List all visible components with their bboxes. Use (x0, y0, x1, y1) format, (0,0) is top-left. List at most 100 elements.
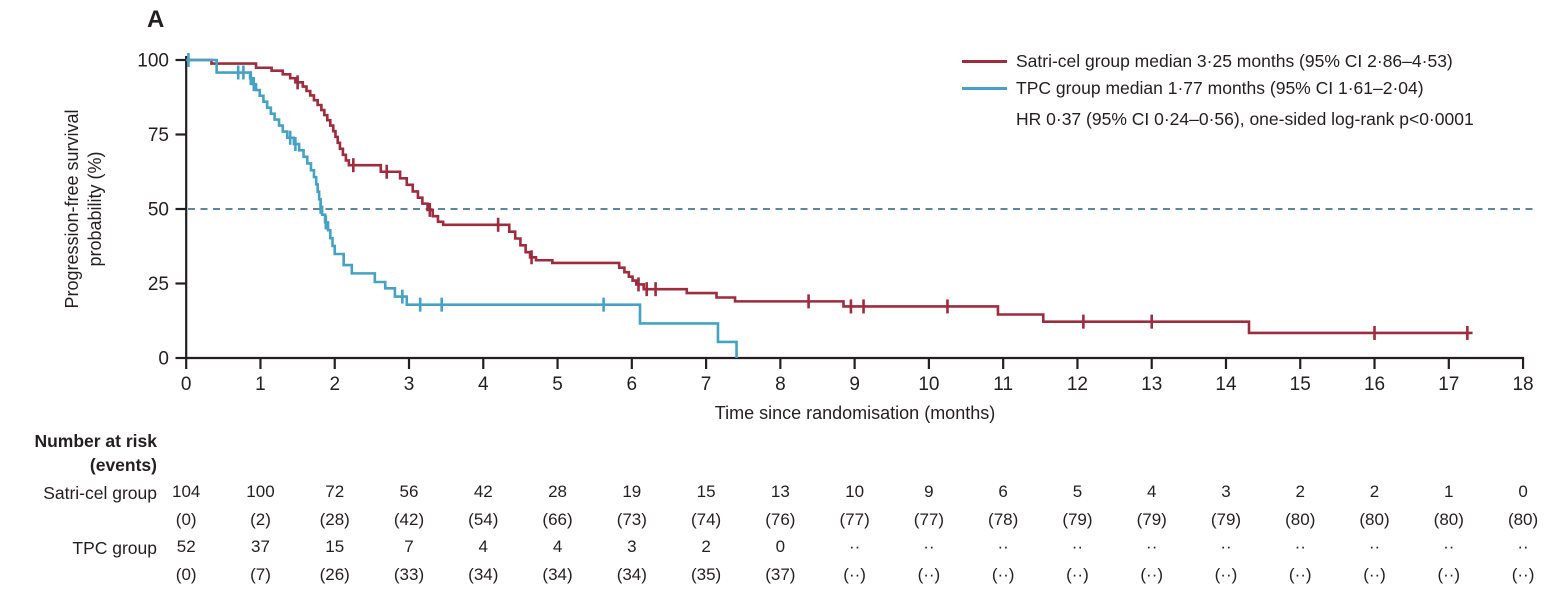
risk-table-header: Number at risk (events) (0, 429, 157, 477)
y-tick-label: 50 (148, 200, 169, 221)
risk-cell-events: (66) (542, 510, 572, 529)
satri-cel-line-swatch-icon (962, 60, 1007, 63)
risk-cell-n: ·· (1443, 537, 1454, 556)
x-tick-label: 14 (1215, 374, 1237, 395)
x-tick-label: 0 (181, 374, 192, 395)
risk-cell-events: (34) (468, 565, 498, 584)
risk-cell-events: (0) (176, 565, 197, 584)
risk-cell-events: (··) (1512, 565, 1535, 584)
risk-cell-n: 4 (1147, 482, 1156, 501)
risk-cell-n: 100 (246, 482, 274, 501)
risk-cell-n: 3 (627, 537, 636, 556)
risk-row-label-tpc: TPC group (72, 538, 157, 558)
x-tick-label: 15 (1290, 374, 1311, 395)
risk-cell-n: 3 (1221, 482, 1230, 501)
risk-cell-n: ·· (1517, 537, 1528, 556)
risk-cell-events: (77) (840, 510, 870, 529)
x-tick-label: 6 (627, 374, 638, 395)
legend-item-tpc: TPC group median 1·77 months (95% CI 1·6… (962, 75, 1474, 102)
risk-cell-events: (73) (617, 510, 647, 529)
legend-label-tpc: TPC group median 1·77 months (95% CI 1·6… (1016, 78, 1424, 98)
risk-cell-n: 6 (998, 482, 1007, 501)
km-curve-tpc-group (186, 58, 738, 358)
risk-cell-events: (78) (988, 510, 1018, 529)
y-axis-title: Progression-free survival probability (%… (61, 39, 111, 379)
risk-cell-events: (34) (542, 565, 572, 584)
y-tick-label: 25 (148, 274, 169, 295)
risk-table-header-line1: Number at risk (34, 431, 157, 451)
risk-cell-events: (37) (765, 565, 795, 584)
risk-cell-n: 15 (697, 482, 716, 501)
risk-cell-events: (80) (1359, 510, 1389, 529)
risk-cell-events: (54) (468, 510, 498, 529)
risk-cell-events: (80) (1285, 510, 1315, 529)
risk-cell-n: 56 (400, 482, 419, 501)
risk-cell-n: 0 (1518, 482, 1527, 501)
x-tick-label: 9 (849, 374, 860, 395)
risk-cell-events: (0) (176, 510, 197, 529)
risk-cell-events: (26) (320, 565, 350, 584)
x-tick-label: 4 (478, 374, 489, 395)
x-tick-label: 11 (993, 374, 1013, 395)
risk-cell-n: ·· (1369, 537, 1380, 556)
x-tick-label: 1 (255, 374, 266, 395)
risk-cell-events: (33) (394, 565, 424, 584)
risk-cell-events: (79) (1211, 510, 1241, 529)
risk-cell-n: 5 (1073, 482, 1082, 501)
x-tick-label: 12 (1067, 374, 1088, 395)
risk-cell-n: 7 (404, 537, 413, 556)
risk-cell-events: (76) (765, 510, 795, 529)
legend: Satri-cel group median 3·25 months (95% … (962, 48, 1474, 136)
risk-cell-events: (34) (617, 565, 647, 584)
risk-cell-n: 42 (474, 482, 493, 501)
risk-cell-events: (77) (914, 510, 944, 529)
y-tick-label: 0 (158, 349, 169, 370)
y-axis-title-line1: Progression-free survival (62, 109, 82, 309)
risk-table-header-line2: (events) (89, 455, 157, 475)
risk-cell-n: 104 (172, 482, 200, 501)
risk-cell-n: 19 (622, 482, 641, 501)
risk-cell-events: (··) (1140, 565, 1163, 584)
risk-cell-n: 2 (1296, 482, 1305, 501)
risk-cell-n: 28 (548, 482, 567, 501)
x-tick-label: 3 (404, 374, 415, 395)
y-tick-label: 100 (137, 51, 169, 72)
risk-cell-events: (··) (1215, 565, 1238, 584)
panel-label: A (147, 6, 165, 33)
y-tick-label: 75 (148, 125, 169, 146)
x-tick-label: 2 (329, 374, 340, 395)
y-axis-title-line2: probability (%) (85, 151, 105, 267)
legend-item-satri-cel: Satri-cel group median 3·25 months (95% … (962, 48, 1474, 75)
risk-cell-n: ·· (849, 537, 860, 556)
risk-row-label-satri-cel: Satri-cel group (43, 483, 157, 503)
risk-cell-events: (7) (250, 565, 271, 584)
risk-cell-events: (79) (1062, 510, 1092, 529)
risk-cell-n: ·· (1072, 537, 1083, 556)
x-tick-label: 13 (1141, 374, 1162, 395)
risk-cell-n: 0 (776, 537, 785, 556)
risk-cell-n: 10 (845, 482, 864, 501)
risk-cell-n: 37 (251, 537, 270, 556)
x-tick-label: 8 (775, 374, 786, 395)
risk-cell-events: (74) (691, 510, 721, 529)
risk-cell-events: (··) (1363, 565, 1386, 584)
risk-cell-n: 15 (325, 537, 344, 556)
risk-cell-events: (35) (691, 565, 721, 584)
risk-cell-events: (··) (843, 565, 866, 584)
x-tick-label: 10 (918, 374, 939, 395)
km-curve-satri-cel-group (186, 58, 1473, 335)
risk-cell-n: 1 (1444, 482, 1453, 501)
risk-cell-n: 2 (701, 537, 710, 556)
risk-cell-n: 52 (177, 537, 196, 556)
x-axis-title: Time since randomisation (months) (714, 403, 996, 423)
risk-cell-n: 13 (771, 482, 790, 501)
risk-cell-n: ·· (1220, 537, 1231, 556)
hazard-ratio-stats: HR 0·37 (95% CI 0·24–0·56), one-sided lo… (1016, 109, 1474, 129)
risk-cell-events: (28) (320, 510, 350, 529)
risk-cell-events: (42) (394, 510, 424, 529)
x-tick-label: 7 (701, 374, 712, 395)
x-tick-label: 17 (1438, 374, 1459, 395)
risk-cell-n: ·· (923, 537, 934, 556)
risk-cell-events: (80) (1508, 510, 1538, 529)
